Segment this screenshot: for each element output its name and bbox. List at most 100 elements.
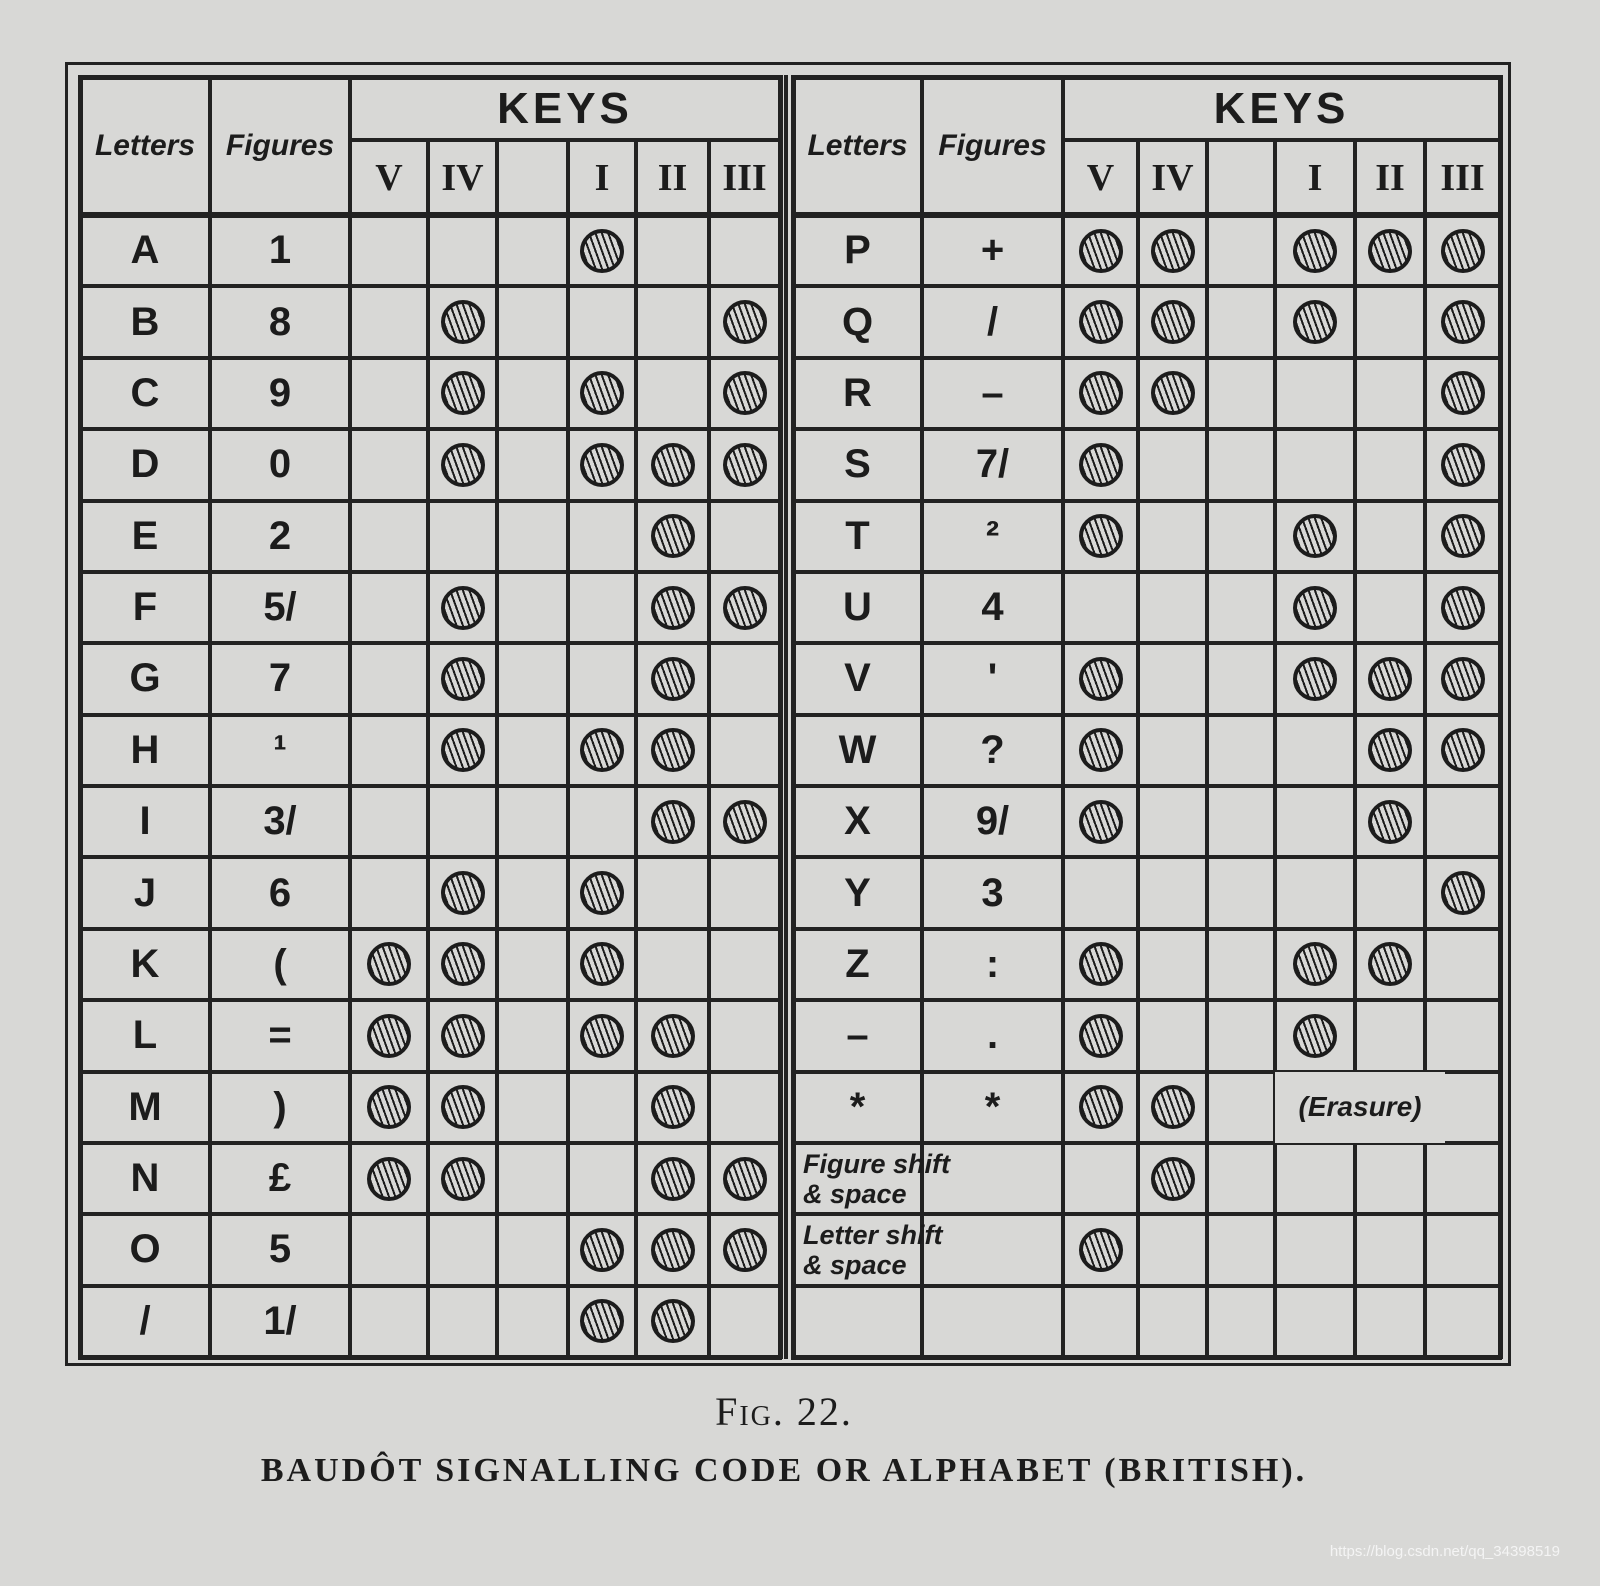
left-letter-cell: A [130, 228, 160, 273]
left-letter-cell: I [139, 799, 151, 844]
right-key-cell [1275, 501, 1355, 572]
left-key-cell [709, 429, 780, 500]
punched-hole-icon [722, 799, 767, 844]
row-divider [80, 569, 780, 574]
row-divider [80, 784, 780, 788]
punched-hole-icon [722, 442, 767, 487]
right-key-cell [1063, 1214, 1138, 1285]
punched-hole-icon [1293, 300, 1337, 345]
punched-hole-icon [722, 585, 767, 630]
grid-line [634, 140, 638, 1357]
punched-hole-icon [1078, 228, 1123, 273]
left-key-cell [428, 358, 497, 429]
left-key-cell [428, 286, 497, 357]
punched-hole-icon [1150, 1085, 1195, 1130]
left-key-cell [428, 929, 497, 1000]
right-letter-cell: X [844, 799, 871, 844]
left-letter-cell: O [129, 1227, 161, 1272]
right-figure-cell: : [985, 941, 1000, 986]
left-figure-cell: 9 [268, 370, 292, 415]
right-key-cell [1063, 786, 1138, 857]
punched-hole-icon [1078, 442, 1123, 487]
right-key-cell [1355, 929, 1425, 1000]
right-key-cell [1275, 643, 1355, 714]
row-divider [80, 855, 780, 860]
left-figure-cell: 1 [268, 228, 292, 273]
right-key-column-V: V [1086, 156, 1115, 199]
punched-hole-icon [1150, 300, 1195, 345]
row-divider [793, 712, 1500, 717]
punched-hole-icon [440, 1156, 485, 1201]
left-key-column-blank [497, 140, 568, 215]
punched-hole-icon [1078, 371, 1123, 416]
header-divider [793, 212, 1500, 218]
table-border [78, 75, 83, 1359]
left-figure-cell: 2 [268, 513, 292, 558]
left-key-cell [568, 215, 636, 286]
left-key-cell [428, 429, 497, 500]
grid-line [1061, 77, 1065, 1357]
right-key-cell [1425, 358, 1500, 429]
right-key-cell [1275, 929, 1355, 1000]
right-key-cell [1425, 572, 1500, 643]
left-key-cell [568, 1000, 636, 1071]
grid-line [920, 77, 924, 1357]
row-divider [80, 641, 780, 646]
left-key-cell [709, 572, 780, 643]
right-key-cell [1138, 215, 1207, 286]
grid-line [566, 140, 570, 1357]
punched-hole-icon [367, 1085, 411, 1130]
left-key-cell [428, 857, 497, 928]
grid-line [1423, 140, 1427, 1357]
punched-hole-icon [1078, 1227, 1123, 1272]
punched-hole-icon [1440, 514, 1485, 559]
left-key-cell [709, 358, 780, 429]
left-letter-cell: B [130, 299, 160, 344]
right-figure-cell: 4 [981, 585, 1004, 630]
right-figure-cell: * [984, 1084, 1001, 1129]
right-key-cell [1355, 215, 1425, 286]
punched-hole-icon [440, 371, 485, 416]
left-figure-cell: 5 [268, 1227, 292, 1272]
punched-hole-icon [580, 1013, 624, 1058]
punched-hole-icon [1150, 1156, 1195, 1201]
grid-line [208, 77, 212, 1357]
punched-hole-icon [580, 442, 624, 487]
grid-line [495, 140, 499, 1357]
right-key-cell [1425, 429, 1500, 500]
right-key-cell [1063, 929, 1138, 1000]
right-header-figures: Figures [938, 129, 1047, 162]
left-key-cell [636, 643, 709, 714]
right-figure-cell: + [980, 228, 1005, 273]
left-key-cell [568, 1214, 636, 1285]
right-letter-cell: W [838, 727, 877, 772]
figure-label: Fig. 22. [715, 1389, 853, 1434]
grid-line [1273, 140, 1277, 1357]
row-divider [793, 1140, 1500, 1145]
punched-hole-icon [650, 799, 695, 844]
left-key-cell [568, 1286, 636, 1357]
left-figure-cell: 3/ [263, 799, 297, 844]
right-key-cell [1138, 358, 1207, 429]
left-key-cell [636, 786, 709, 857]
punched-hole-icon [367, 1013, 411, 1058]
punched-hole-icon [440, 300, 485, 345]
punched-hole-icon [440, 1013, 485, 1058]
row-divider [793, 427, 1500, 432]
left-key-cell [568, 715, 636, 786]
row-divider [793, 1212, 1500, 1217]
right-figure-cell: ' [987, 656, 998, 701]
right-letter-cell: S [844, 442, 871, 487]
punched-hole-icon [1293, 228, 1337, 273]
left-key-cell [709, 1143, 780, 1214]
table-border [78, 75, 782, 80]
right-figure-cell: . [986, 1013, 999, 1058]
punched-hole-icon [650, 1227, 695, 1272]
punched-hole-icon [1150, 371, 1195, 416]
left-figure-cell: £ [268, 1156, 292, 1201]
punched-hole-icon [1078, 514, 1123, 559]
right-key-cell [1425, 857, 1500, 928]
left-key-cell [428, 1000, 497, 1071]
right-letter-cell: * [849, 1084, 866, 1129]
punched-hole-icon [650, 1085, 695, 1130]
